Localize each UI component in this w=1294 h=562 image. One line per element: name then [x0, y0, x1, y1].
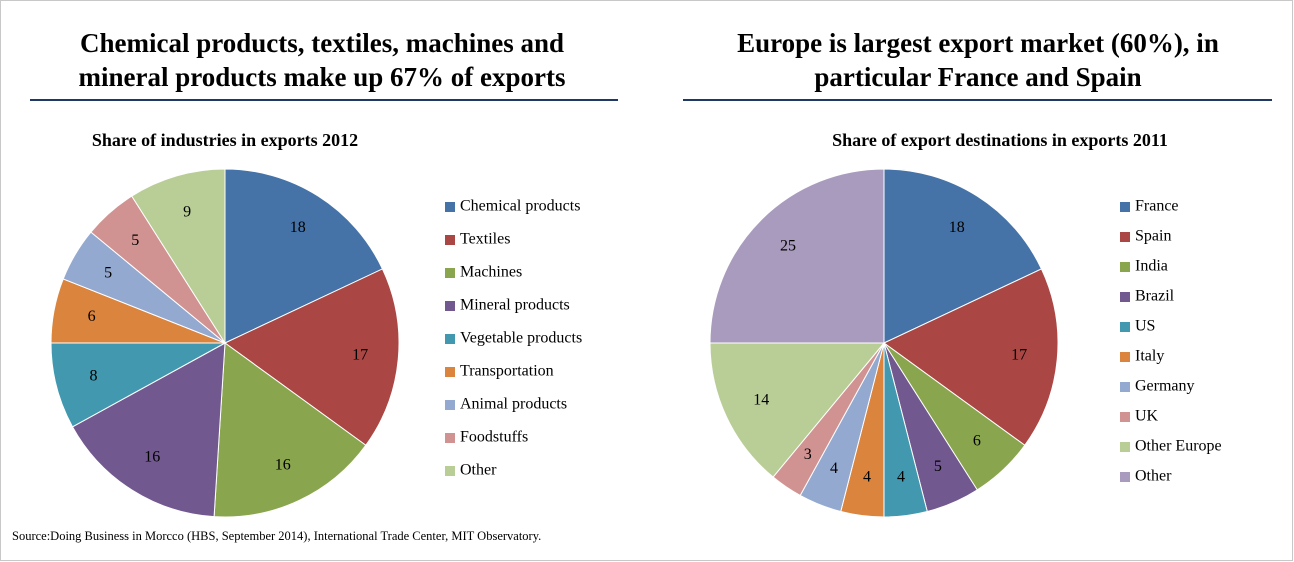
legend-label: India [1135, 258, 1168, 275]
pie-slice [71, 342, 226, 518]
legend-swatch [1120, 412, 1130, 422]
legend-swatch [1120, 262, 1130, 272]
pie-slice [224, 168, 384, 344]
data-label: 18 [290, 219, 306, 236]
data-label: 25 [780, 238, 796, 255]
legend-swatch [445, 268, 455, 278]
legend-swatch [445, 433, 455, 443]
data-label: 8 [90, 367, 98, 384]
legend-label: UK [1135, 408, 1159, 425]
headline: Europe is largest export market (60%), i… [737, 28, 1219, 58]
data-label: 3 [804, 446, 812, 463]
legend-swatch [1120, 202, 1130, 212]
legend-label: Foodstuffs [460, 429, 528, 446]
headline: particular France and Spain [814, 62, 1141, 92]
data-label: 5 [934, 458, 942, 475]
source: Source:Doing Business in Morcco (HBS, Se… [12, 529, 541, 543]
legend-swatch [1120, 232, 1130, 242]
pie-slice [709, 168, 885, 344]
data-label: 5 [131, 232, 139, 249]
chart-title: Share of industries in exports 2012 [92, 130, 358, 150]
legend-swatch [445, 367, 455, 377]
data-label: 16 [275, 456, 291, 473]
legend-label: Italy [1135, 348, 1164, 365]
data-label: 5 [104, 265, 112, 282]
legend-label: Other [1135, 468, 1172, 485]
data-label: 6 [88, 308, 96, 325]
data-label: 14 [753, 391, 769, 408]
legend-label: Germany [1135, 378, 1195, 395]
legend-label: US [1135, 318, 1155, 335]
headline: mineral products make up 67% of exports [78, 62, 565, 92]
data-label: 4 [897, 468, 905, 485]
data-label: 4 [863, 468, 871, 485]
legend-swatch [1120, 472, 1130, 482]
legend-label: Animal products [460, 396, 567, 413]
legend-label: Mineral products [460, 297, 570, 314]
legend-label: Other [460, 462, 497, 479]
legend-label: Brazil [1135, 288, 1175, 305]
legend-label: Transportation [460, 363, 554, 380]
pie-slice [131, 168, 226, 345]
legend-label: Machines [460, 264, 522, 281]
chart-title: Share of export destinations in exports … [832, 130, 1168, 150]
pie-slice [709, 342, 886, 478]
legend-swatch [445, 334, 455, 344]
legend-swatch [445, 301, 455, 311]
legend-swatch [1120, 322, 1130, 332]
data-label: 9 [183, 203, 191, 220]
pie-slice [213, 342, 367, 518]
data-label: 17 [352, 346, 368, 363]
legend-swatch [445, 202, 455, 212]
legend-swatch [445, 466, 455, 476]
legend-label: Spain [1135, 228, 1171, 245]
legend-label: Other Europe [1135, 438, 1222, 455]
legend-swatch [1120, 382, 1130, 392]
data-label: 4 [830, 460, 838, 477]
legend-swatch [445, 235, 455, 245]
legend-swatch [1120, 292, 1130, 302]
data-label: 6 [973, 433, 981, 450]
pie-slice [224, 268, 400, 446]
legend-swatch [1120, 442, 1130, 452]
data-label: 16 [144, 448, 160, 465]
legend-swatch [1120, 352, 1130, 362]
pie-slice [883, 168, 1043, 344]
pie-slice [883, 268, 1059, 446]
data-label: 17 [1011, 346, 1027, 363]
legend-label: Chemical products [460, 198, 580, 215]
legend-label: Vegetable products [460, 330, 582, 347]
legend-swatch [445, 400, 455, 410]
data-label: 18 [949, 219, 965, 236]
headline: Chemical products, textiles, machines an… [80, 28, 564, 58]
legend-label: France [1135, 198, 1179, 215]
legend-label: Textiles [460, 231, 510, 248]
